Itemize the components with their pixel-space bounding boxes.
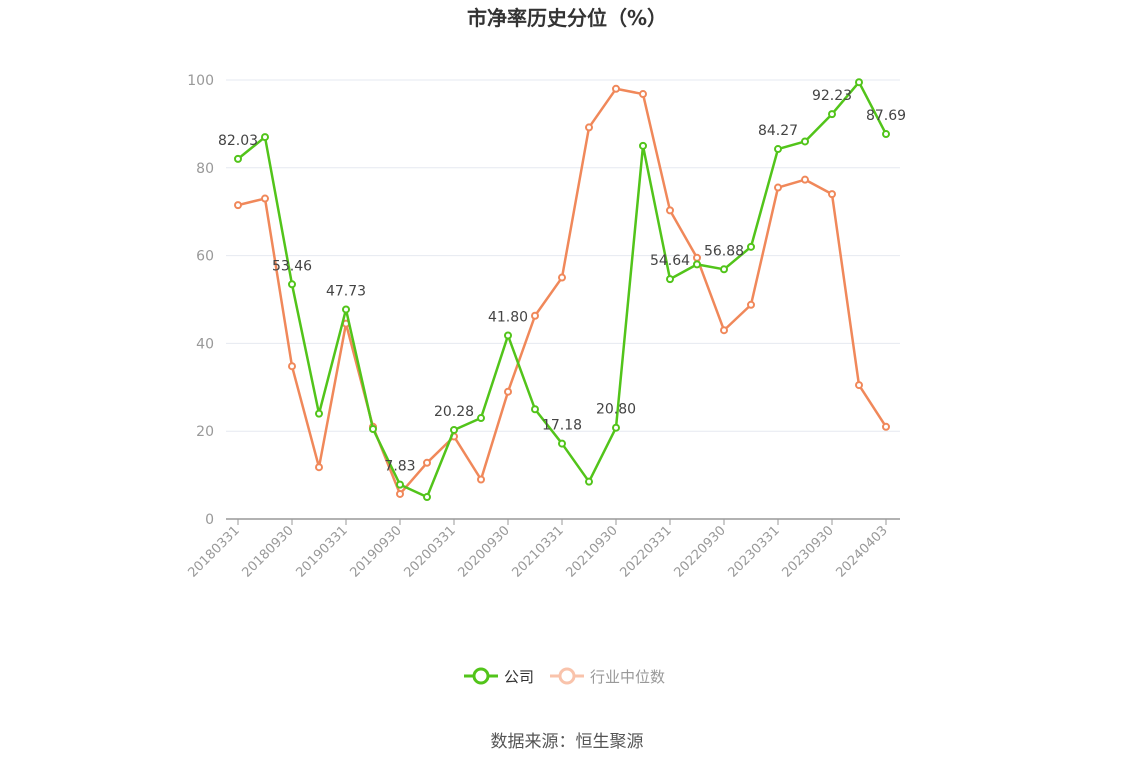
legend-label: 行业中位数: [590, 668, 665, 686]
data-point[interactable]: [558, 273, 566, 282]
data-point[interactable]: [855, 381, 863, 390]
data-label: 92.23: [812, 88, 852, 104]
x-tick-label: 20230930: [779, 523, 836, 580]
legend-marker: [558, 667, 576, 685]
data-label: 41.80: [488, 309, 528, 325]
data-point[interactable]: [720, 326, 728, 335]
data-point[interactable]: [423, 458, 431, 467]
legend[interactable]: 公司 行业中位数: [464, 667, 665, 686]
data-point[interactable]: [477, 414, 485, 423]
data-point[interactable]: [531, 311, 539, 320]
x-tick-label: 20190331: [293, 523, 350, 580]
x-axis: 2018033120180930201903312019093020200331…: [185, 518, 900, 581]
data-label: 87.69: [866, 108, 906, 124]
data-point[interactable]: [396, 480, 404, 489]
data-point[interactable]: [369, 425, 377, 434]
data-point[interactable]: [612, 423, 620, 432]
data-point[interactable]: [504, 387, 512, 396]
y-tick-label: 60: [196, 249, 214, 265]
data-point[interactable]: [801, 137, 809, 146]
data-point[interactable]: [477, 475, 485, 484]
data-label: 84.27: [758, 123, 798, 139]
data-point[interactable]: [747, 242, 755, 251]
source-note: 数据来源：恒生聚源: [491, 732, 644, 752]
data-point[interactable]: [612, 84, 620, 93]
data-label: 56.88: [704, 243, 744, 259]
x-tick-label: 20220930: [671, 523, 728, 580]
legend-label: 公司: [504, 668, 534, 686]
data-point[interactable]: [639, 90, 647, 99]
data-point[interactable]: [882, 130, 890, 139]
legend-item[interactable]: 行业中位数: [550, 667, 665, 686]
data-label: 17.18: [542, 418, 582, 434]
x-tick-label: 20230331: [725, 523, 782, 580]
data-point[interactable]: [828, 190, 836, 199]
legend-marker: [472, 667, 490, 685]
data-point[interactable]: [801, 175, 809, 184]
data-point[interactable]: [396, 489, 404, 498]
x-tick-label: 20210331: [509, 523, 566, 580]
y-tick-label: 20: [196, 424, 214, 440]
x-tick-label: 20180930: [239, 523, 296, 580]
legend-item[interactable]: 公司: [464, 667, 534, 686]
data-point[interactable]: [774, 145, 782, 154]
data-label: 7.83: [384, 459, 415, 475]
x-tick-label: 20190930: [347, 523, 404, 580]
data-label: 20.28: [434, 404, 474, 420]
y-axis: 0 20 40 60 80 100: [187, 73, 214, 528]
x-tick-label: 20210930: [563, 523, 620, 580]
y-tick-label: 80: [196, 161, 214, 177]
data-point[interactable]: [531, 405, 539, 414]
x-tick-label: 20220331: [617, 523, 674, 580]
y-tick-label: 40: [196, 336, 214, 352]
data-point[interactable]: [585, 477, 593, 486]
data-point[interactable]: [720, 265, 728, 274]
data-point[interactable]: [558, 439, 566, 448]
data-point[interactable]: [423, 493, 431, 502]
data-point[interactable]: [639, 141, 647, 150]
data-point[interactable]: [882, 422, 890, 431]
data-point[interactable]: [234, 201, 242, 210]
data-point[interactable]: [288, 280, 296, 289]
data-point[interactable]: [315, 409, 323, 418]
series-lines: [234, 78, 890, 502]
data-point[interactable]: [666, 206, 674, 215]
data-point[interactable]: [666, 275, 674, 284]
data-point[interactable]: [261, 133, 269, 142]
data-point[interactable]: [342, 305, 350, 314]
data-label: 82.03: [218, 133, 258, 149]
y-tick-label: 0: [205, 512, 214, 528]
data-labels: 82.03 53.46 47.73 7.83 20.28 41.80 17.18 20.80 5…: [218, 88, 906, 475]
data-label: 54.64: [650, 253, 690, 269]
data-point[interactable]: [693, 260, 701, 269]
x-tick-label: 20180331: [185, 523, 242, 580]
data-label: 53.46: [272, 258, 312, 274]
data-point[interactable]: [747, 300, 755, 309]
data-label: 20.80: [596, 402, 636, 418]
data-point[interactable]: [450, 425, 458, 434]
data-point[interactable]: [585, 123, 593, 132]
data-point[interactable]: [261, 194, 269, 203]
data-point[interactable]: [693, 253, 701, 262]
data-point[interactable]: [315, 463, 323, 472]
data-point[interactable]: [234, 154, 242, 163]
data-point[interactable]: [288, 362, 296, 371]
data-point[interactable]: [774, 183, 782, 192]
data-point[interactable]: [828, 110, 836, 119]
data-point[interactable]: [504, 331, 512, 340]
x-tick-label: 20200331: [401, 523, 458, 580]
x-tick-label: 20200930: [455, 523, 512, 580]
data-point[interactable]: [855, 78, 863, 87]
y-tick-label: 100: [187, 73, 214, 89]
x-tick-label: 20240403: [833, 523, 890, 580]
chart-title: 市净率历史分位（%）: [467, 6, 667, 30]
data-label: 47.73: [326, 283, 366, 299]
